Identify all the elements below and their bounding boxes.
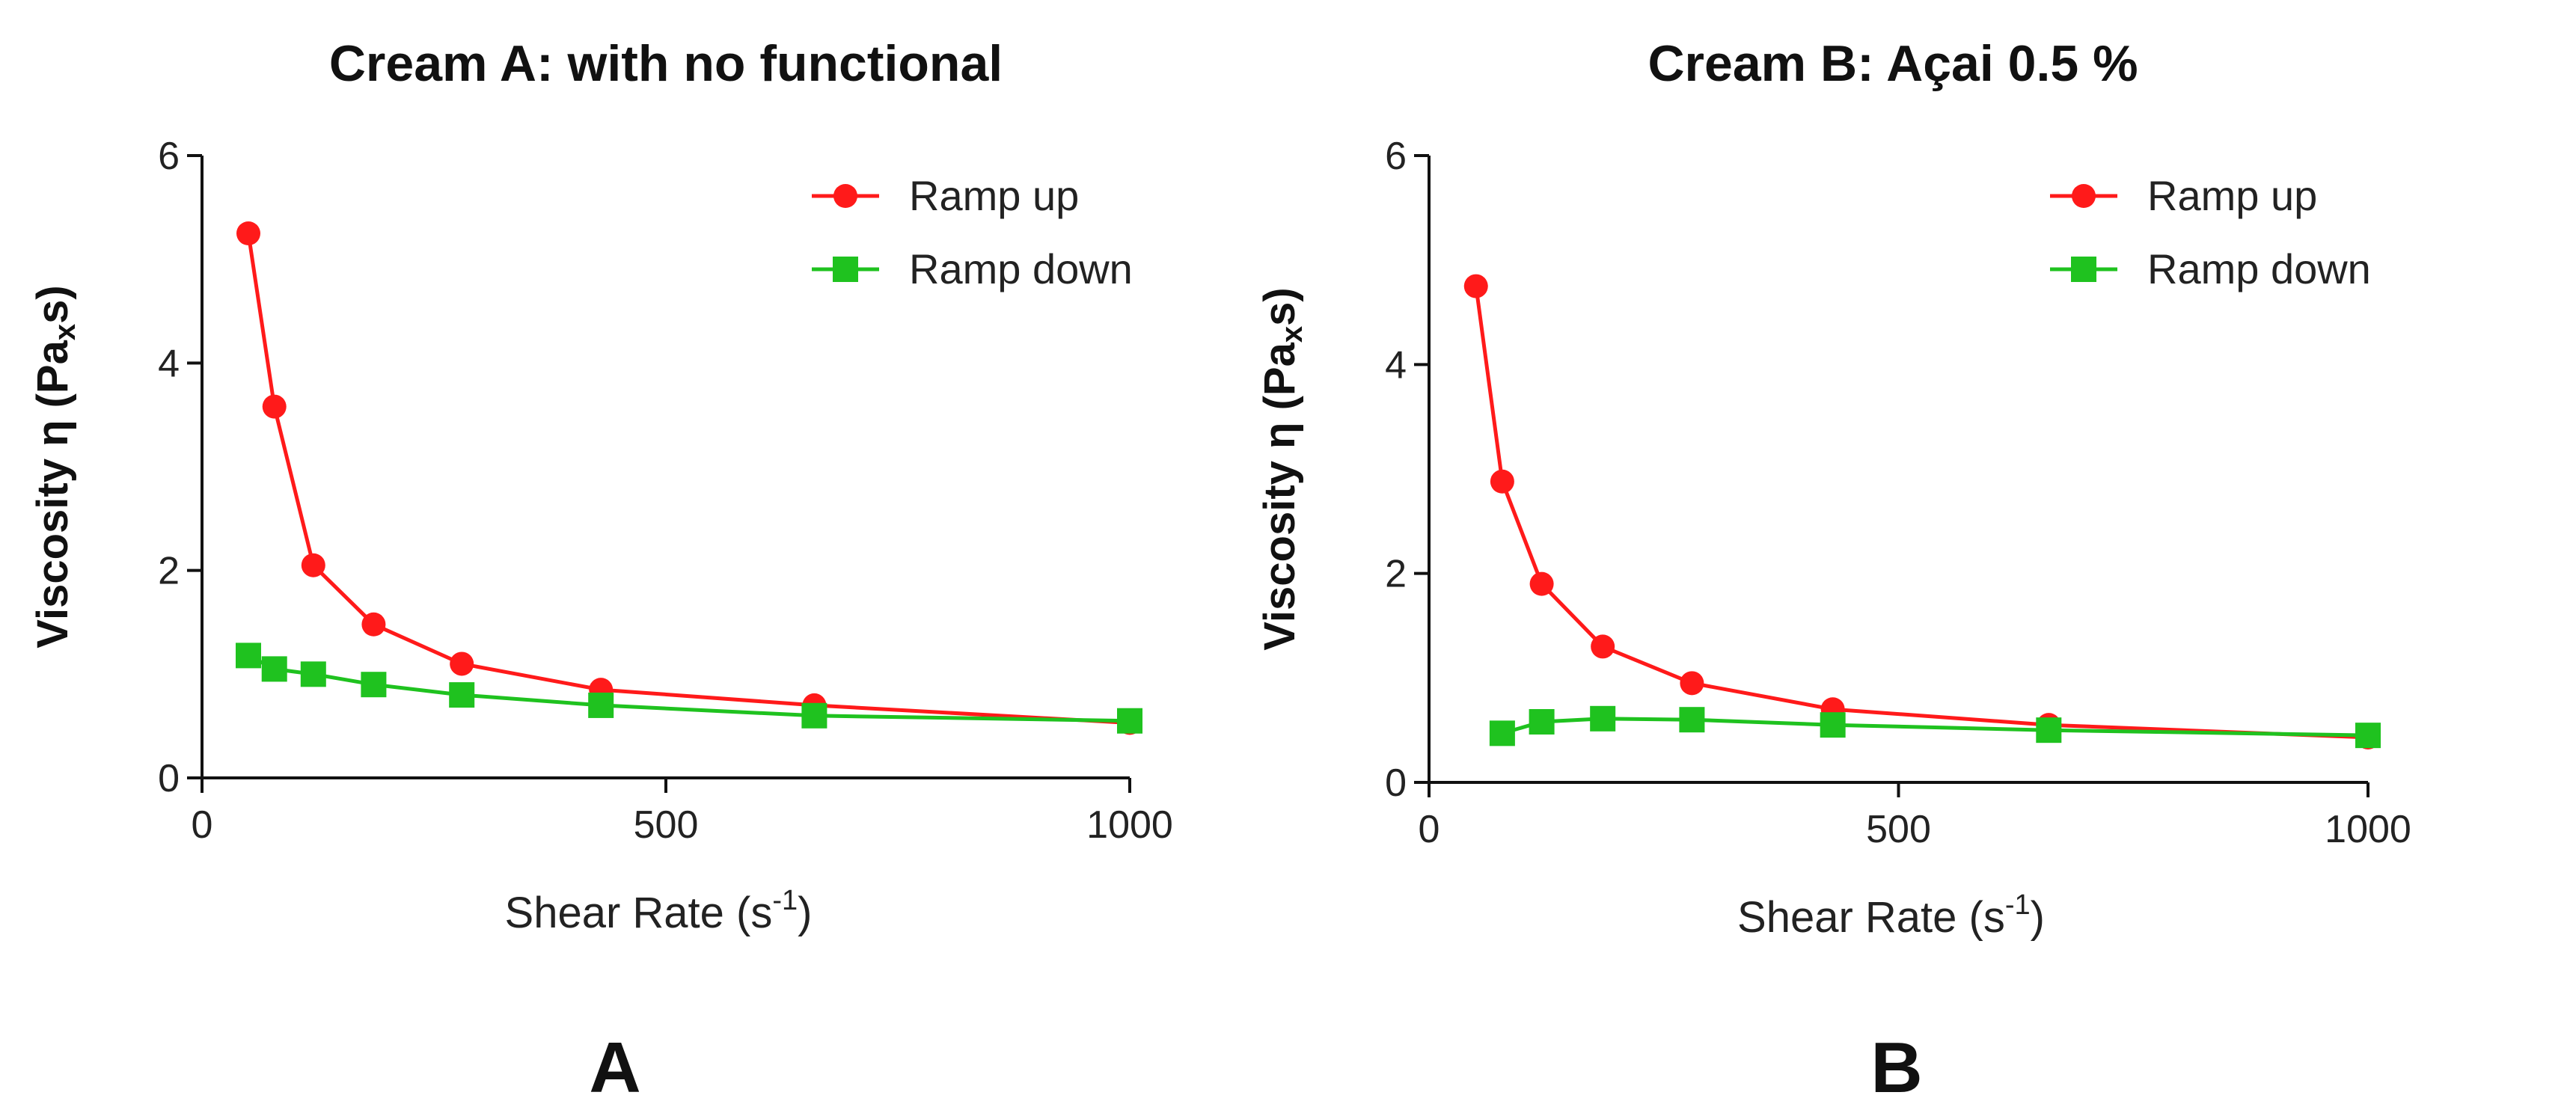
series-ramp-up-point (1591, 634, 1615, 659)
x-tick-label: 0 (1419, 808, 1440, 851)
y-tick-label: 4 (1385, 343, 1407, 387)
legend-label: Ramp up (909, 172, 1079, 219)
x-tick-label: 500 (1866, 808, 1931, 851)
series-ramp-up-point (1463, 274, 1488, 298)
legend-marker (2071, 257, 2096, 282)
y-axis-label-sub: x (49, 324, 82, 340)
series-ramp-down-point (1820, 712, 1846, 738)
series-ramp-down-point (801, 702, 827, 729)
series-ramp-down-point (2036, 717, 2062, 743)
chart-panel-b: Cream B: Açai 0.5 % 0 2 4 6 0 500 1000 Shear Rat… (1255, 35, 2411, 1108)
y-tick-label: 6 (1385, 135, 1407, 178)
series-ramp-down-line (1502, 717, 2369, 738)
series-ramp-down-point (236, 643, 261, 669)
x-axis-label-main: Shear Rate (s (1737, 893, 2005, 942)
x-axis-label-exponent: -1 (772, 885, 798, 916)
series-ramp-down-point (449, 682, 475, 708)
series-ramp-up-point (361, 612, 386, 637)
series-ramp-up-point (1490, 469, 1514, 494)
x-axis-label: Shear Rate (s-1) (505, 885, 813, 937)
legend-marker (833, 184, 857, 208)
x-tick-label: 1000 (2325, 808, 2411, 851)
series-ramp-down-point (1489, 720, 1515, 746)
x-tick-label: 500 (634, 803, 699, 847)
series-ramp-down-point (2355, 723, 2381, 749)
x-axis-label-close: ) (2031, 893, 2045, 942)
series-ramp-down-point (1529, 708, 1555, 735)
chart-panel-a: Cream A: with no functional 0 2 4 6 0 500 1000 S… (28, 35, 1173, 1108)
y-axis-label-main: Viscosity η (Pa (1255, 342, 1304, 650)
series-ramp-up-line (246, 233, 1131, 725)
legend-label: Ramp down (2147, 245, 2371, 292)
series-ramp-down-point (300, 661, 326, 687)
series-ramp-down-point (361, 672, 387, 698)
x-axis-label-exponent: -1 (2005, 889, 2031, 921)
y-tick-label: 2 (158, 550, 180, 593)
panel-label: B (1870, 1028, 1922, 1108)
legend-marker (2072, 184, 2096, 208)
x-tick-label: 0 (192, 803, 213, 847)
series-ramp-up-point (236, 221, 260, 245)
series-ramp-down-point (1590, 705, 1616, 732)
y-axis-label-end: s) (28, 285, 77, 324)
chart-title: Cream A: with no functional (329, 35, 1003, 92)
series-ramp-down-point (588, 692, 614, 718)
series-ramp-up-point (1529, 571, 1554, 596)
legend-label: Ramp up (2147, 172, 2317, 219)
y-tick-label: 0 (1385, 761, 1407, 805)
series-ramp-down-point (1117, 708, 1142, 734)
series-ramp-down-point (261, 656, 287, 682)
y-tick-label: 0 (158, 757, 180, 800)
series-ramp-down-point (1679, 707, 1705, 733)
series-ramp-up-point (301, 553, 325, 577)
y-axis-label-sub: x (1276, 326, 1309, 343)
y-axis-label: Viscosity η (Paxs) (28, 285, 82, 648)
legend-marker (833, 257, 858, 282)
series-ramp-up-line (1474, 286, 2369, 740)
series-ramp-up-point (1680, 671, 1704, 696)
chart-title: Cream B: Açai 0.5 % (1648, 35, 2138, 92)
y-tick-label: 4 (158, 342, 180, 385)
panel-label: A (589, 1028, 640, 1108)
y-tick-label: 6 (158, 135, 180, 178)
y-tick-label: 2 (1385, 553, 1407, 596)
x-axis-label-close: ) (798, 889, 812, 937)
series-ramp-up-point (262, 394, 287, 419)
y-axis-label-main: Viscosity η (Pa (28, 340, 77, 648)
series-ramp-up-point (450, 651, 474, 676)
x-tick-label: 1000 (1086, 803, 1173, 847)
x-axis-label: Shear Rate (s-1) (1737, 889, 2045, 942)
y-axis-label-end: s) (1255, 287, 1304, 326)
x-axis-label-main: Shear Rate (s (505, 889, 773, 937)
legend-label: Ramp down (909, 245, 1133, 292)
y-axis-label: Viscosity η (Paxs) (1255, 287, 1309, 650)
